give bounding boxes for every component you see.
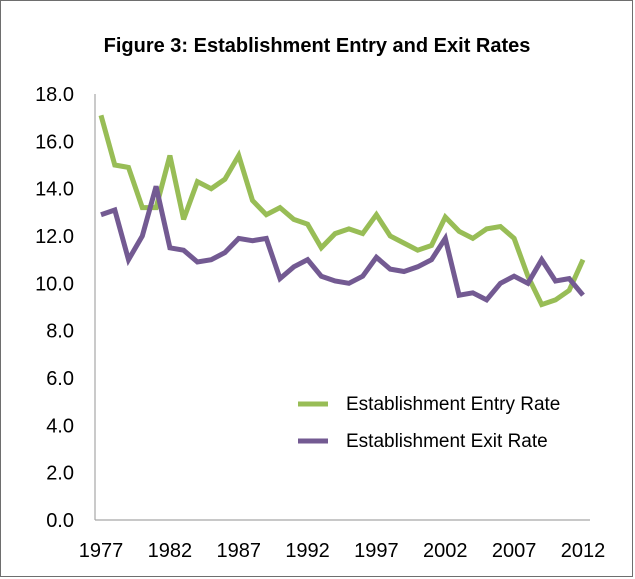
- x-tick-label: 2012: [561, 540, 606, 562]
- y-tick-label: 10.0: [35, 273, 74, 295]
- legend-label-exit: Establishment Exit Rate: [346, 431, 548, 452]
- series-line-exit: [100, 185, 585, 304]
- y-tick-label: 6.0: [46, 368, 74, 390]
- axes: [94, 94, 590, 521]
- legend-label-entry: Establishment Entry Rate: [346, 394, 560, 415]
- y-tick-label: 16.0: [35, 131, 74, 153]
- series-line-entry: [98, 114, 586, 308]
- y-tick-label: 8.0: [46, 321, 74, 343]
- y-tick-label: 4.0: [46, 415, 74, 437]
- legend: Establishment Entry Rate Establishment E…: [298, 394, 560, 452]
- x-tick-label: 1982: [148, 540, 193, 562]
- x-tick-label: 2002: [423, 540, 468, 562]
- series-lines: [98, 114, 586, 308]
- y-tick-label: 12.0: [35, 226, 74, 248]
- legend-item-exit: Establishment Exit Rate: [298, 431, 548, 452]
- series-exit: [100, 185, 585, 304]
- legend-item-entry: Establishment Entry Rate: [298, 394, 560, 415]
- x-tick-label: 1987: [216, 540, 261, 562]
- y-tick-label: 2.0: [46, 463, 74, 485]
- x-tick-label: 1977: [79, 540, 124, 562]
- series-entry: [98, 114, 586, 308]
- x-tick-label: 2007: [492, 540, 537, 562]
- x-tick-label: 1992: [285, 540, 330, 562]
- y-tick-label: 18.0: [35, 84, 74, 106]
- y-tick-label: 0.0: [46, 510, 74, 532]
- x-tick-label: 1997: [354, 540, 399, 562]
- y-tick-label: 14.0: [35, 179, 74, 201]
- x-tick-labels: 1977 1982 1987 1992 1997 2002 2007 2012: [79, 540, 606, 562]
- y-tick-labels: 0.0 2.0 4.0 6.0 8.0 10.0 12.0 14.0 16.0 18.0: [35, 84, 74, 532]
- chart-title: Figure 3: Establishment Entry and Exit R…: [104, 35, 531, 57]
